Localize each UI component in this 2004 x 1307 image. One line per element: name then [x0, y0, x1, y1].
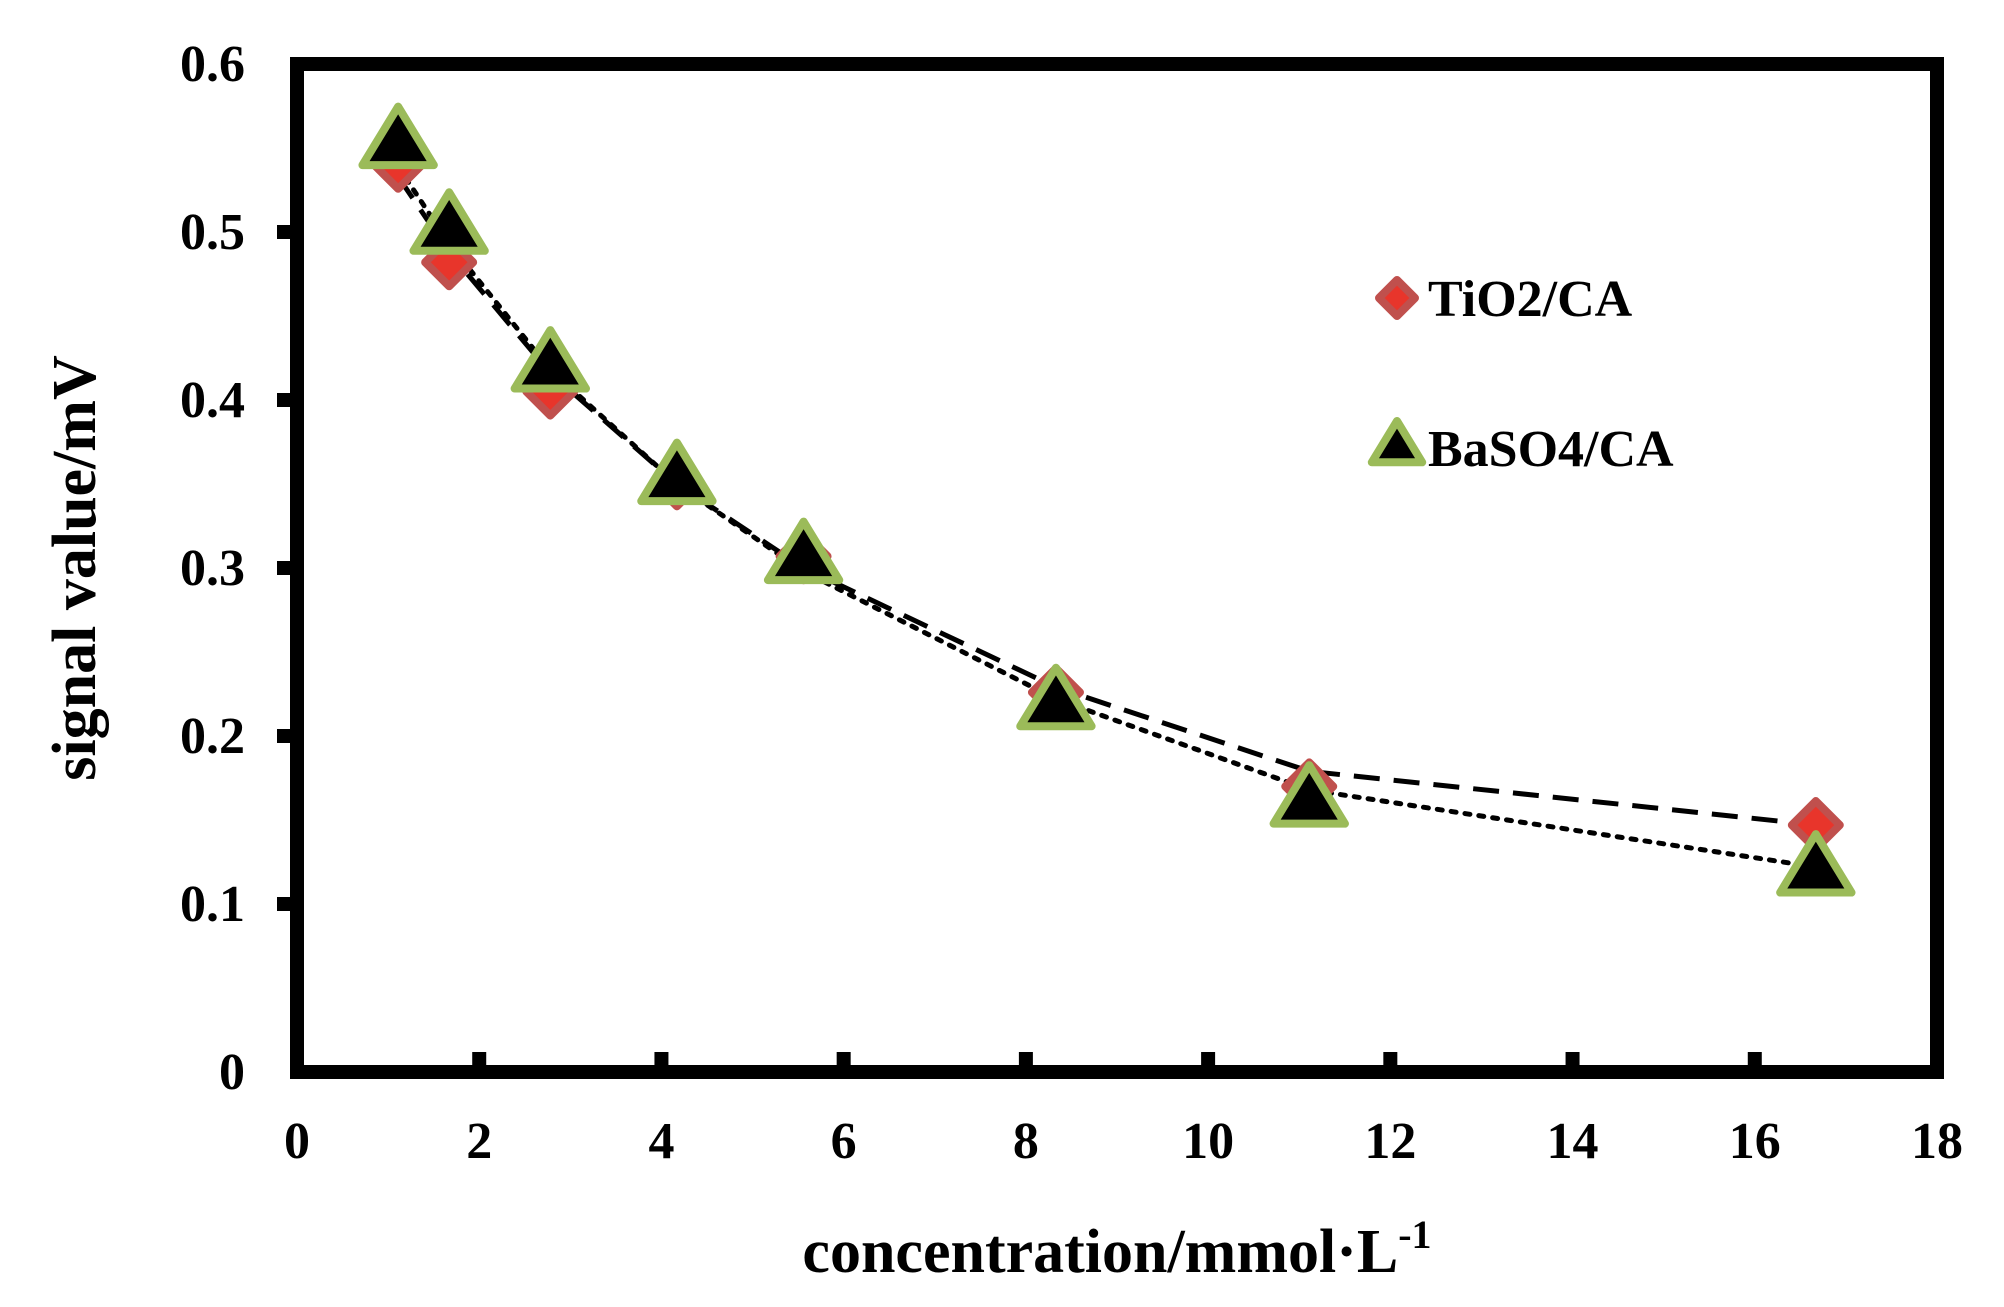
x-axis-title-main: concentration/mmol·L	[802, 1218, 1398, 1286]
x-axis-title-superscript: -1	[1398, 1212, 1431, 1257]
y-tick-label: 0.1	[180, 876, 245, 933]
x-tick-label: 16	[1729, 1113, 1781, 1170]
trendline-baso4-ca	[395, 164, 1819, 870]
data-point-baso4-ca	[637, 438, 717, 506]
data-point-baso4-ca	[409, 188, 489, 255]
x-tick-label: 4	[648, 1113, 674, 1170]
x-tick-label: 14	[1547, 1113, 1599, 1170]
x-tick-label: 12	[1364, 1113, 1416, 1170]
x-tick-label: 2	[466, 1113, 492, 1170]
data-point-baso4-ca	[763, 517, 844, 585]
y-tick-label: 0.5	[180, 204, 245, 261]
x-axis-title: concentration/mmol·L-1	[802, 1212, 1431, 1286]
data-point-baso4-ca	[510, 326, 590, 393]
trendlines	[395, 164, 1819, 870]
legend-label-baso4-ca: BaSO4/CA	[1428, 421, 1674, 478]
trendline-tio2-ca	[396, 175, 1817, 828]
legend-label-tio2-ca: TiO2/CA	[1428, 271, 1633, 328]
y-tick-label: 0.6	[180, 36, 245, 93]
data-point-baso4-ca	[358, 102, 438, 170]
y-tick-label: 0.4	[180, 372, 245, 429]
data-point-baso4-ca	[1776, 830, 1856, 897]
axis-ticks: 0 2 4 6 8 10 12 14 16 18 0 0.1 0.2 0.3 0.4 0.5 0.6	[180, 36, 1963, 1170]
x-tick-label: 8	[1013, 1113, 1039, 1170]
x-tick-label: 18	[1911, 1113, 1963, 1170]
y-tick-label: 0	[219, 1044, 245, 1101]
legend: TiO2/CA BaSO4/CA	[1367, 271, 1674, 478]
y-tick-label: 0.3	[180, 540, 245, 597]
y-tick-label: 0.2	[180, 708, 245, 765]
y-axis-title: signal value/mV	[41, 355, 109, 781]
x-tick-label: 0	[284, 1113, 310, 1170]
data-markers	[358, 102, 1856, 897]
legend-marker-tio2-ca	[1375, 276, 1419, 320]
plot-frame	[290, 57, 1944, 1079]
data-point-baso4-ca	[1016, 663, 1096, 731]
legend-marker-baso4-ca	[1367, 417, 1427, 467]
data-point-baso4-ca	[1269, 761, 1349, 828]
x-tick-label: 6	[831, 1113, 857, 1170]
x-tick-label: 10	[1182, 1113, 1234, 1170]
